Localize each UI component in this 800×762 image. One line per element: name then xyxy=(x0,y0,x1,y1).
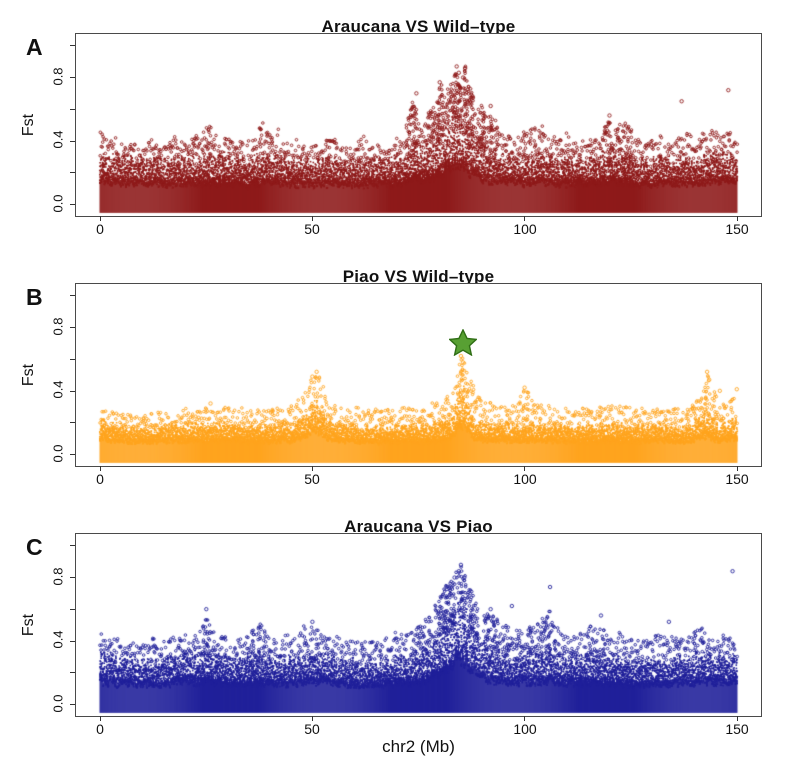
scatter-canvas xyxy=(76,534,761,716)
panel-title: Araucana VS Piao xyxy=(344,517,493,537)
x-tick-label: 150 xyxy=(725,721,749,737)
x-tick-label: 100 xyxy=(513,221,537,237)
star-annotation-icon xyxy=(449,329,477,356)
y-tick-label: 0.4 xyxy=(50,630,66,649)
y-tick xyxy=(70,359,75,360)
y-axis-label: Fst xyxy=(20,113,38,137)
plot-area xyxy=(70,533,762,721)
x-tick xyxy=(100,216,101,221)
y-tick xyxy=(70,391,75,392)
y-tick xyxy=(70,704,75,705)
y-tick xyxy=(70,327,75,328)
panel-title: Araucana VS Wild–type xyxy=(321,17,516,37)
x-tick xyxy=(524,216,525,221)
x-tick-label: 50 xyxy=(304,721,320,737)
y-tick xyxy=(70,672,75,673)
x-tick xyxy=(100,466,101,471)
x-tick xyxy=(524,716,525,721)
y-tick xyxy=(70,577,75,578)
y-tick xyxy=(70,141,75,142)
y-tick-label: 0.8 xyxy=(50,317,66,336)
panel-araucana-vs-piao: Araucana VS Piao C Fst 0.8 0.4 0.0 0 50 … xyxy=(0,500,800,762)
x-tick-label: 0 xyxy=(96,471,104,487)
x-tick xyxy=(737,216,738,221)
x-tick xyxy=(737,716,738,721)
x-tick-label: 150 xyxy=(725,471,749,487)
panel-title: Piao VS Wild–type xyxy=(342,267,495,287)
x-tick-label: 50 xyxy=(304,471,320,487)
y-tick xyxy=(70,109,75,110)
y-tick-label: 0.0 xyxy=(50,694,66,713)
y-tick xyxy=(70,77,75,78)
y-tick-label: 0.4 xyxy=(50,380,66,399)
x-tick-label: 100 xyxy=(513,721,537,737)
x-tick xyxy=(312,216,313,221)
plot-area xyxy=(70,283,762,471)
panel-letter: C xyxy=(26,534,43,560)
y-tick-label: 0.8 xyxy=(50,67,66,86)
x-tick xyxy=(524,466,525,471)
panel-letter: B xyxy=(26,284,43,310)
x-tick xyxy=(312,716,313,721)
y-tick xyxy=(70,204,75,205)
x-tick xyxy=(100,716,101,721)
y-tick xyxy=(70,422,75,423)
plot-area xyxy=(70,33,762,221)
x-tick-label: 50 xyxy=(304,221,320,237)
y-axis-label: Fst xyxy=(20,613,38,637)
x-tick-label: 0 xyxy=(96,721,104,737)
y-tick xyxy=(70,454,75,455)
y-tick-label: 0.0 xyxy=(50,444,66,463)
y-axis-label: Fst xyxy=(20,363,38,387)
panel-piao-vs-wildtype: Piao VS Wild–type B Fst 0.8 0.4 0.0 0 50… xyxy=(0,250,800,500)
panel-letter: A xyxy=(26,34,43,60)
x-tick-label: 0 xyxy=(96,221,104,237)
y-tick xyxy=(70,545,75,546)
y-tick xyxy=(70,172,75,173)
scatter-canvas xyxy=(76,284,761,466)
x-tick xyxy=(312,466,313,471)
x-tick xyxy=(737,466,738,471)
y-tick xyxy=(70,295,75,296)
panel-araucana-vs-wildtype: Araucana VS Wild–type A Fst 0.8 0.4 0.0 … xyxy=(0,0,800,250)
x-tick-label: 150 xyxy=(725,221,749,237)
y-tick-label: 0.4 xyxy=(50,130,66,149)
x-axis-label: chr2 (Mb) xyxy=(382,737,455,756)
y-tick xyxy=(70,641,75,642)
y-tick xyxy=(70,45,75,46)
y-tick-label: 0.8 xyxy=(50,567,66,586)
y-tick xyxy=(70,609,75,610)
scatter-canvas xyxy=(76,34,761,216)
y-tick-label: 0.0 xyxy=(50,194,66,213)
x-tick-label: 100 xyxy=(513,471,537,487)
